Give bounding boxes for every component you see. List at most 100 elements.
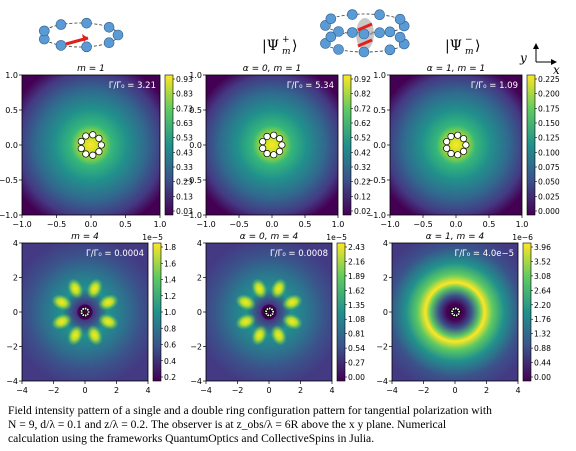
colorbar — [336, 242, 346, 382]
colorbar — [164, 74, 174, 216]
svg-text:+: + — [282, 35, 290, 45]
y-tick-label: 0.0 — [189, 141, 202, 150]
colorbar-tick-label: 0.44 — [534, 359, 551, 368]
y-tick-label: 4 — [13, 239, 18, 248]
colorbar-exponent: 1e−6 — [512, 233, 533, 242]
atom — [374, 27, 385, 38]
colorbar-tick-label: 1.08 — [348, 315, 365, 324]
atom — [103, 21, 115, 33]
colorbar-tick-label: 0.8 — [164, 324, 176, 333]
colorbar-tick-label: 1.35 — [348, 301, 365, 310]
colorbar-tick-label: 0.02 — [354, 207, 371, 216]
colorbar-tick-label: 0.050 — [538, 178, 560, 187]
x-tick-label: −0.5 — [229, 220, 248, 229]
colorbar-tick-label: 0.4 — [164, 357, 176, 366]
intensity-lobe — [251, 324, 268, 346]
y-tick-label: 0 — [383, 308, 388, 317]
y-tick-label: 0.0 — [5, 141, 18, 150]
intensity-lobe — [67, 278, 84, 300]
panel-title: m = 4 — [71, 232, 99, 242]
heatmap-panel: α = 1, m = 4 Γ/Γ₀ = 4.0e−5 −4 −2 0 2 4 4 2 0 −2 −4 3… — [376, 232, 551, 395]
x-tick-label: 2 — [114, 386, 119, 395]
panel-title: α = 0, m = 4 — [240, 232, 299, 242]
heatmap-panel: α = 0, m = 4 Γ/Γ₀ = 0.0008 −4 −2 0 2 4 4 2 0 −2 −4 2… — [190, 232, 365, 395]
panel-title: α = 1, m = 1 — [427, 64, 485, 74]
intensity-field — [22, 75, 160, 215]
x-tick-label: −1.0 — [12, 220, 31, 229]
atom — [55, 40, 67, 51]
x-tick-label: 1.0 — [516, 220, 529, 229]
intensity-lobe — [235, 294, 257, 311]
svg-text:m: m — [465, 47, 474, 57]
colorbar — [342, 74, 352, 216]
atom — [384, 44, 396, 56]
colorbar-tick-label: 0.32 — [354, 163, 371, 172]
x-tick-label: −0.5 — [413, 220, 432, 229]
colorbar-tick-label: 0.150 — [538, 119, 560, 128]
atom-marker — [447, 132, 455, 140]
y-tick-label: 1.0 — [5, 71, 18, 80]
atom-marker — [276, 147, 284, 155]
x-tick-label: 2 — [298, 386, 303, 395]
y-tick-label: −1.0 — [183, 211, 202, 220]
y-tick-label: 2 — [197, 274, 202, 283]
intensity-field — [390, 75, 522, 215]
decay-rate-label: Γ/Γ₀ = 0.0008 — [270, 249, 328, 259]
colorbar-tick-label: 0.92 — [354, 75, 371, 84]
x-tick-label: 4 — [515, 386, 520, 395]
atom-marker — [457, 309, 461, 314]
heatmap-panel: α = 1, m = 1 Γ/Γ₀ = 1.09 −1.0 −0.5 0.0 0.5 1.0… — [367, 64, 560, 229]
y-tick-label: −0.5 — [367, 176, 386, 185]
heatmap-panel: m = 1 Γ/Γ₀ = 3.21 −1.0 −0.5 0.0 0.5 1.0 1.0 0.5 0… — [0, 64, 193, 229]
colorbar-tick-label: 1.4 — [164, 276, 176, 285]
y-tick-label: 0.0 — [373, 141, 386, 150]
colorbar-tick-label: 0.200 — [538, 90, 560, 99]
colorbar-tick-label: 2.64 — [534, 286, 551, 295]
atom-marker — [82, 132, 90, 140]
double-ring-illustration — [320, 9, 410, 58]
y-tick-label: −4 — [376, 377, 388, 386]
colorbar — [526, 74, 536, 216]
colorbar-tick-label: 1.89 — [348, 272, 365, 281]
svg-text:|Ψ: |Ψ — [445, 38, 462, 54]
atom-marker — [454, 151, 462, 159]
colorbar-tick-label: 2.20 — [534, 301, 551, 310]
colorbar-tick-label: 0.00 — [348, 373, 365, 382]
atom-marker — [460, 147, 468, 155]
colorbar-tick-label: 3.96 — [534, 243, 551, 252]
y-tick-label: 2 — [383, 274, 388, 283]
colorbar-tick-label: 0.000 — [538, 207, 560, 216]
x-tick-label: −4 — [386, 386, 398, 395]
intensity-lobe — [270, 278, 287, 300]
atom-marker — [276, 135, 284, 143]
atom-marker — [270, 131, 278, 139]
decay-rate-label: Γ/Γ₀ = 4.0e−5 — [454, 249, 514, 259]
figure-caption: Field intensity pattern of a single and … — [8, 404, 570, 447]
y-tick-label: 1.0 — [373, 71, 386, 80]
colorbar-tick-label: 0.13 — [176, 192, 193, 201]
x-tick-label: −4 — [200, 386, 212, 395]
colorbar-tick-label: 0.73 — [176, 104, 193, 113]
atom — [394, 31, 406, 43]
svg-text:y: y — [519, 51, 527, 65]
colorbar-tick-label: 3.52 — [534, 257, 551, 266]
decay-rate-label: Γ/Γ₀ = 5.34 — [287, 81, 334, 91]
y-tick-label: −0.5 — [0, 176, 18, 185]
x-tick-label: 0 — [452, 386, 457, 395]
colorbar-tick-label: 0.52 — [354, 134, 371, 143]
colorbar-tick-label: 0.88 — [534, 344, 551, 353]
colorbar-tick-label: 0.025 — [538, 192, 560, 201]
colorbar-tick-label: 1.8 — [164, 243, 176, 252]
atom — [346, 9, 358, 20]
intensity-lobe — [270, 324, 287, 346]
atom-marker — [443, 144, 451, 152]
svg-text:−: − — [465, 35, 473, 45]
single-ring-illustration — [38, 17, 124, 53]
atom-marker — [259, 138, 267, 146]
x-tick-label: −2 — [232, 386, 244, 395]
y-tick-label: −4 — [6, 377, 18, 386]
colorbar-tick-label: 0.12 — [354, 192, 371, 201]
colorbar — [522, 242, 532, 382]
colorbar-tick-label: 0.03 — [176, 207, 193, 216]
